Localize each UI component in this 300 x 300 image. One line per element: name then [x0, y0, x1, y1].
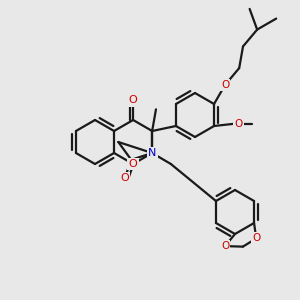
Text: O: O — [221, 80, 229, 90]
Text: O: O — [129, 95, 137, 105]
Text: O: O — [221, 241, 229, 251]
Text: O: O — [129, 95, 137, 105]
Text: N: N — [148, 148, 156, 158]
Text: O: O — [120, 173, 129, 184]
Text: O: O — [129, 159, 137, 169]
Text: O: O — [235, 119, 243, 129]
Text: O: O — [252, 233, 260, 243]
Text: N: N — [148, 148, 156, 158]
Text: O: O — [129, 159, 137, 169]
Text: O: O — [120, 173, 129, 184]
